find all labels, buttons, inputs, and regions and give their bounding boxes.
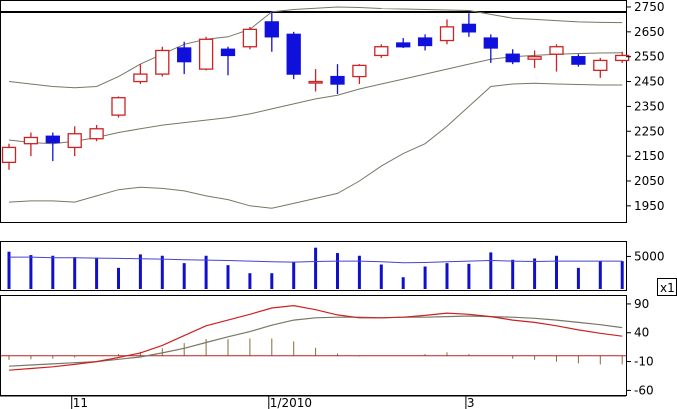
- macd-tick-label: 90: [634, 297, 649, 311]
- candle-down: [571, 56, 586, 65]
- candle-up: [133, 73, 148, 83]
- volume-tick-label: 5000: [634, 249, 665, 263]
- x-tick-label: 11: [73, 396, 88, 409]
- candle-down: [505, 53, 520, 63]
- candle-down: [264, 21, 279, 38]
- macd-panel: 90 40 -10 -60: [0, 295, 654, 397]
- candle-down: [483, 37, 498, 49]
- price-tick-label: 2350: [634, 99, 665, 113]
- price-tick-label: 2050: [634, 174, 665, 188]
- price-tick-label: 2650: [634, 25, 665, 39]
- candle-down: [220, 48, 236, 57]
- volume-average-line: [9, 256, 623, 264]
- volume-panel: 5000 x1: [0, 241, 677, 296]
- candle-down: [177, 47, 192, 63]
- macd-line: [8, 304, 623, 371]
- price-panel-frame: [0, 0, 627, 223]
- macd-tick-label: -10: [634, 355, 654, 369]
- price-tick-label: 2550: [634, 50, 665, 64]
- price-panel: 1950 2050 2150 2250 2350 2450 2550 2650 2750: [0, 0, 665, 223]
- x-axis: 11 1/2010 3: [0, 395, 626, 409]
- bollinger-middle-line: [8, 52, 623, 145]
- candle-down: [461, 23, 477, 33]
- x-tick-label: 3: [467, 396, 475, 409]
- candle-down: [417, 37, 433, 47]
- x-tick-label: 1/2010: [270, 396, 312, 409]
- candle-up: [242, 28, 258, 48]
- candle-down: [286, 33, 301, 75]
- macd-panel-frame: [0, 295, 627, 396]
- bollinger-lower-line: [8, 82, 623, 209]
- candle-up: [374, 46, 389, 57]
- price-tick-label: 2750: [634, 0, 665, 14]
- candle-up: [527, 56, 542, 60]
- candle-up: [89, 128, 104, 140]
- price-tick-label: 1950: [634, 199, 665, 213]
- candle-up: [439, 26, 455, 42]
- candle-up: [352, 64, 367, 78]
- candle-up: [1, 146, 17, 163]
- candle-up: [111, 97, 126, 116]
- candle-down: [396, 42, 411, 48]
- candle-up: [67, 133, 82, 149]
- volume-unit-label: x1: [660, 281, 675, 295]
- candle-up: [198, 38, 214, 70]
- price-tick-label: 2150: [634, 149, 665, 163]
- candle-up: [615, 54, 630, 62]
- candle-up: [155, 49, 170, 75]
- price-tick-label: 2450: [634, 75, 665, 89]
- candle-up: [23, 136, 39, 145]
- volume-panel-frame: [0, 241, 627, 291]
- macd-tick-label: -60: [634, 383, 654, 397]
- bollinger-upper-line: [8, 6, 623, 89]
- candle-down: [330, 75, 345, 85]
- macd-tick-label: 40: [634, 326, 649, 340]
- macd-signal-line: [8, 315, 623, 367]
- candle-up: [593, 59, 608, 72]
- price-tick-label: 2250: [634, 124, 665, 138]
- candle-down: [45, 135, 60, 144]
- candle-up: [308, 80, 323, 84]
- candle-up: [549, 46, 564, 55]
